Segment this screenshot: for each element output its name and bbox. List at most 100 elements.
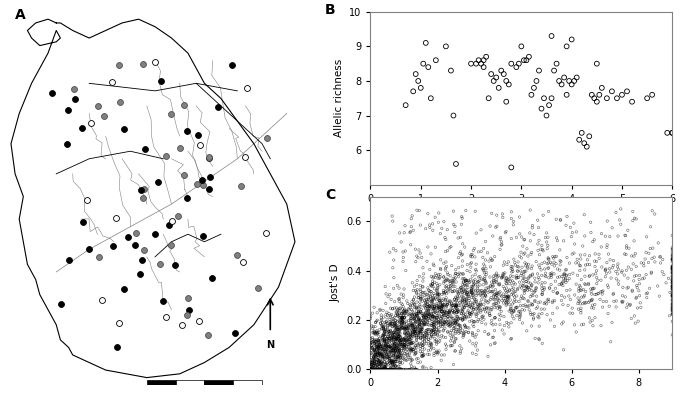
- Point: [437, 308, 448, 314]
- Point: [388, 332, 399, 338]
- Point: [554, 247, 565, 253]
- Point: [550, 278, 561, 285]
- Point: [409, 333, 420, 340]
- Point: [412, 312, 423, 318]
- Point: [418, 318, 429, 324]
- Point: [441, 283, 452, 289]
- Point: [508, 285, 519, 291]
- Point: [631, 294, 642, 300]
- Point: [169, 262, 180, 268]
- Point: [510, 298, 521, 304]
- Bar: [204, 380, 233, 389]
- Point: [514, 253, 525, 259]
- Point: [399, 342, 410, 349]
- Point: [539, 286, 549, 292]
- Point: [576, 307, 587, 314]
- Point: [595, 289, 606, 295]
- Point: [366, 366, 377, 373]
- Point: [499, 270, 510, 276]
- Point: [458, 279, 469, 285]
- Point: [388, 361, 399, 367]
- Point: [465, 276, 476, 283]
- Point: [465, 299, 476, 306]
- Point: [434, 304, 445, 310]
- Point: [368, 366, 379, 373]
- Point: [388, 366, 399, 373]
- Point: [375, 366, 386, 373]
- Point: [372, 366, 383, 373]
- Point: [434, 291, 445, 297]
- Point: [467, 331, 478, 337]
- Point: [398, 254, 409, 261]
- Point: [507, 301, 518, 307]
- Point: [390, 321, 401, 327]
- Point: [536, 291, 547, 298]
- Point: [456, 298, 466, 304]
- Point: [196, 177, 207, 184]
- Point: [430, 330, 441, 336]
- Point: [426, 345, 437, 351]
- Point: [389, 345, 400, 351]
- Point: [384, 249, 395, 255]
- Point: [608, 298, 619, 305]
- Bar: [147, 380, 176, 389]
- Point: [385, 328, 396, 334]
- Point: [453, 316, 464, 322]
- Point: [379, 339, 390, 345]
- Point: [659, 272, 670, 278]
- Point: [407, 325, 418, 331]
- Point: [422, 312, 433, 318]
- Point: [380, 364, 391, 370]
- Point: [549, 298, 560, 304]
- Point: [366, 366, 377, 373]
- Point: [552, 266, 563, 272]
- Point: [375, 343, 386, 350]
- Point: [447, 288, 458, 295]
- Point: [435, 318, 446, 325]
- Point: [453, 288, 464, 295]
- Point: [393, 345, 404, 351]
- Point: [396, 352, 407, 358]
- Point: [573, 137, 584, 143]
- Point: [634, 292, 645, 299]
- Point: [378, 323, 389, 329]
- Point: [584, 253, 595, 259]
- Point: [465, 264, 476, 270]
- Point: [421, 296, 431, 302]
- Point: [383, 331, 394, 338]
- Point: [375, 360, 386, 367]
- Point: [508, 222, 519, 228]
- Point: [374, 366, 385, 373]
- Point: [386, 366, 397, 373]
- Point: [496, 242, 507, 248]
- Point: [387, 357, 398, 364]
- Point: [411, 305, 422, 311]
- Point: [139, 247, 150, 253]
- Point: [419, 312, 430, 318]
- Point: [454, 329, 465, 335]
- Point: [394, 314, 405, 320]
- Point: [371, 362, 382, 368]
- Point: [499, 313, 510, 320]
- Point: [456, 316, 466, 322]
- Point: [667, 282, 678, 288]
- Point: [447, 321, 458, 327]
- Point: [441, 318, 452, 324]
- Point: [381, 366, 392, 373]
- Point: [402, 329, 413, 336]
- Point: [561, 254, 572, 261]
- Point: [404, 337, 415, 343]
- Point: [399, 326, 410, 332]
- Point: [371, 342, 382, 349]
- Point: [427, 304, 438, 310]
- Point: [408, 327, 419, 333]
- Point: [369, 347, 380, 354]
- Point: [370, 342, 381, 348]
- Point: [429, 326, 440, 332]
- Point: [589, 291, 600, 298]
- Point: [405, 366, 416, 373]
- Point: [368, 358, 379, 364]
- Point: [484, 298, 495, 304]
- Point: [405, 331, 416, 337]
- Point: [551, 253, 562, 259]
